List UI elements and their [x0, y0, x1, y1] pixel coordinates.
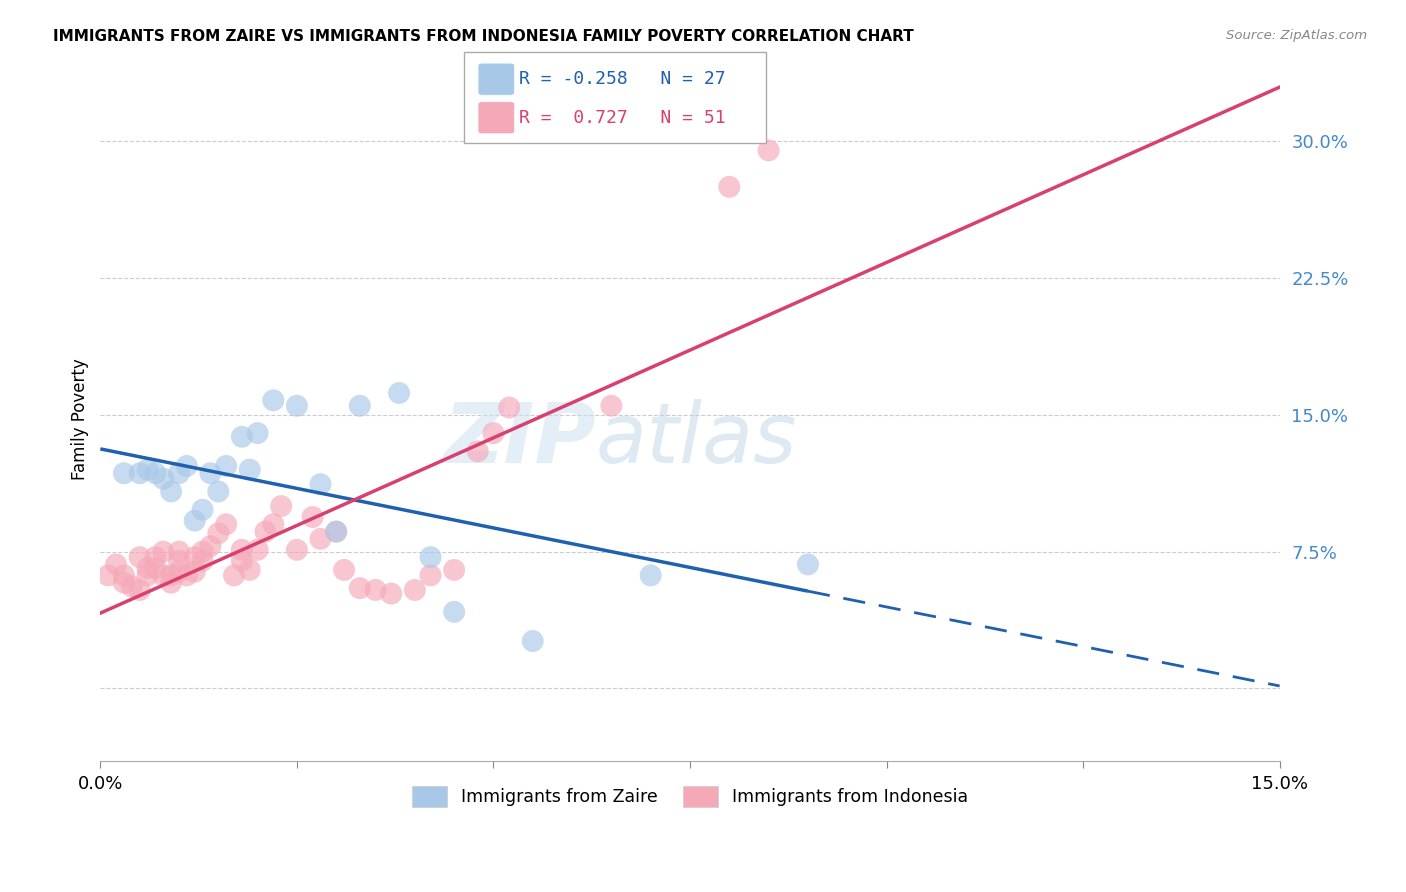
Point	[419, 568, 441, 582]
Point	[128, 550, 150, 565]
Point	[136, 462, 159, 476]
Point	[145, 467, 167, 481]
Text: R =  0.727   N = 51: R = 0.727 N = 51	[519, 109, 725, 127]
Point	[207, 526, 229, 541]
Point	[176, 458, 198, 473]
Point	[112, 467, 135, 481]
Point	[112, 575, 135, 590]
Point	[152, 568, 174, 582]
Point	[183, 550, 205, 565]
Point	[254, 524, 277, 539]
Point	[498, 401, 520, 415]
Point	[231, 554, 253, 568]
Point	[309, 477, 332, 491]
Point	[160, 568, 183, 582]
Point	[128, 467, 150, 481]
Text: ZIP: ZIP	[443, 400, 596, 481]
Point	[364, 582, 387, 597]
Point	[167, 467, 190, 481]
Point	[246, 426, 269, 441]
Point	[301, 510, 323, 524]
Point	[285, 542, 308, 557]
Point	[239, 563, 262, 577]
Point	[191, 554, 214, 568]
Point	[152, 472, 174, 486]
Point	[482, 426, 505, 441]
Point	[207, 484, 229, 499]
Point	[167, 554, 190, 568]
Point	[325, 524, 347, 539]
Point	[215, 517, 238, 532]
Point	[349, 581, 371, 595]
Point	[105, 558, 128, 572]
Point	[262, 517, 284, 532]
Point	[309, 532, 332, 546]
Point	[231, 542, 253, 557]
Point	[285, 399, 308, 413]
Point	[145, 550, 167, 565]
Point	[270, 499, 292, 513]
Point	[191, 544, 214, 558]
Point	[246, 542, 269, 557]
Point	[404, 582, 426, 597]
Point	[388, 386, 411, 401]
Text: atlas: atlas	[596, 400, 797, 481]
Point	[112, 568, 135, 582]
Point	[443, 605, 465, 619]
Point	[797, 558, 820, 572]
Point	[200, 467, 222, 481]
Point	[239, 462, 262, 476]
Point	[160, 575, 183, 590]
Y-axis label: Family Poverty: Family Poverty	[72, 359, 89, 480]
Point	[176, 568, 198, 582]
Point	[600, 399, 623, 413]
Point	[522, 634, 544, 648]
Point	[152, 544, 174, 558]
Point	[128, 582, 150, 597]
Point	[160, 484, 183, 499]
Point	[136, 568, 159, 582]
Point	[222, 568, 245, 582]
Point	[183, 565, 205, 579]
Point	[231, 430, 253, 444]
Point	[640, 568, 662, 582]
Point	[145, 561, 167, 575]
Point	[758, 144, 780, 158]
Point	[333, 563, 356, 577]
Point	[167, 544, 190, 558]
Point	[183, 514, 205, 528]
Legend: Immigrants from Zaire, Immigrants from Indonesia: Immigrants from Zaire, Immigrants from I…	[405, 780, 974, 814]
Point	[380, 586, 402, 600]
Point	[467, 444, 489, 458]
Text: R = -0.258   N = 27: R = -0.258 N = 27	[519, 70, 725, 88]
Point	[718, 180, 741, 194]
Point	[443, 563, 465, 577]
Point	[419, 550, 441, 565]
Point	[167, 565, 190, 579]
Text: Source: ZipAtlas.com: Source: ZipAtlas.com	[1226, 29, 1367, 42]
Point	[121, 579, 143, 593]
Point	[325, 524, 347, 539]
Point	[97, 568, 120, 582]
Point	[191, 502, 214, 516]
Point	[136, 561, 159, 575]
Point	[215, 458, 238, 473]
Point	[349, 399, 371, 413]
Point	[262, 393, 284, 408]
Point	[200, 539, 222, 553]
Text: IMMIGRANTS FROM ZAIRE VS IMMIGRANTS FROM INDONESIA FAMILY POVERTY CORRELATION CH: IMMIGRANTS FROM ZAIRE VS IMMIGRANTS FROM…	[53, 29, 914, 44]
